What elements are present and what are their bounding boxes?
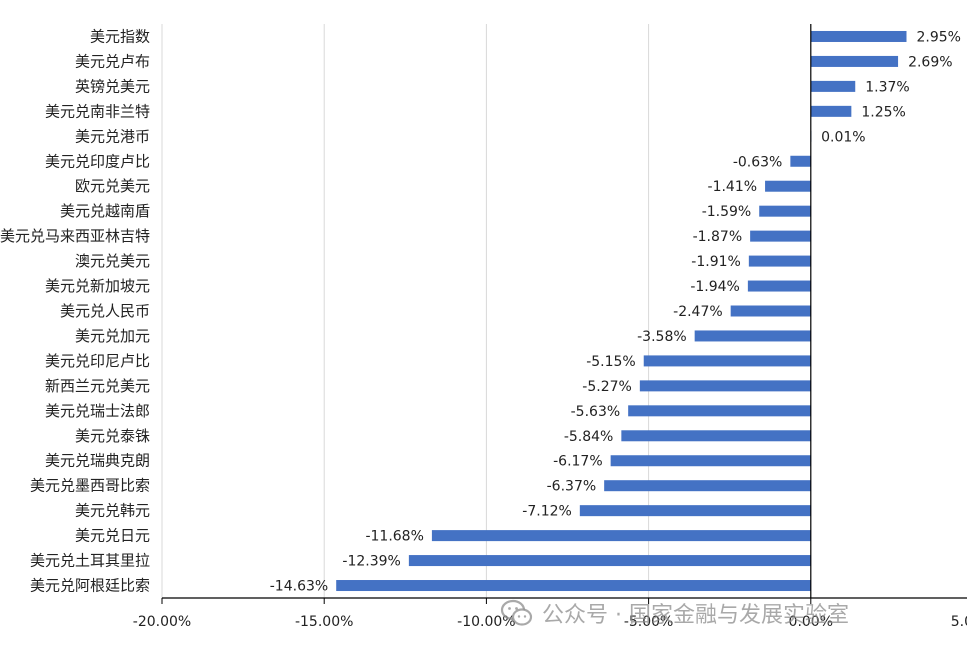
data-label: 2.95% — [916, 29, 960, 45]
category-label: 美元兑马来西亚林吉特 — [0, 227, 150, 245]
bar — [604, 480, 811, 492]
category-label: 美元兑港币 — [75, 127, 150, 145]
data-label: -1.87% — [693, 229, 743, 245]
category-label: 美元指数 — [90, 27, 150, 45]
data-label: -0.63% — [733, 154, 783, 170]
data-label: -6.37% — [547, 479, 597, 495]
data-label: -11.68% — [365, 529, 423, 545]
category-label: 美元兑瑞士法郎 — [45, 402, 150, 420]
category-label: 美元兑越南盾 — [60, 202, 150, 220]
x-axis: -20.00% -15.00% -10.00% -5.00% 0.00% 5.00% — [133, 24, 967, 630]
data-label: -1.59% — [702, 204, 752, 220]
bar — [748, 255, 811, 267]
wechat-icon — [500, 599, 533, 626]
bar — [579, 505, 811, 517]
data-label: -5.15% — [586, 354, 636, 370]
category-labels: 美元指数美元兑卢布英镑兑美元美元兑南非兰特美元兑港币美元兑印度卢比欧元兑美元美元… — [0, 27, 150, 594]
value-labels: 2.95% 2.69% 1.37% 1.25% 0.01% -0.63% -1.41% -1.… — [270, 29, 961, 594]
bar — [610, 455, 811, 467]
bar — [747, 280, 811, 292]
data-label: -5.27% — [582, 379, 632, 395]
data-label: -7.12% — [522, 504, 572, 520]
data-label: -14.63% — [270, 579, 328, 595]
data-label: 2.69% — [908, 54, 952, 70]
category-label: 美元兑印度卢比 — [45, 152, 150, 170]
watermark: 公众号 · 国家金融与发展实验室 — [500, 596, 967, 630]
category-label: 美元兑印尼卢比 — [45, 352, 150, 370]
category-label: 美元兑加元 — [75, 327, 150, 345]
bar — [810, 80, 856, 92]
bars — [336, 30, 907, 592]
bar — [639, 380, 811, 392]
x-tick-label: -10.00% — [457, 614, 515, 630]
bar — [810, 30, 907, 42]
data-label: 1.25% — [861, 104, 905, 120]
data-label: -1.91% — [691, 254, 741, 270]
category-label: 美元兑日元 — [75, 527, 150, 545]
data-label: -5.63% — [571, 404, 621, 420]
bar — [810, 55, 899, 67]
category-label: 英镑兑美元 — [75, 77, 150, 95]
data-label: 0.01% — [821, 129, 865, 145]
data-label: -1.94% — [690, 279, 740, 295]
data-label: -1.41% — [708, 179, 758, 195]
bar — [431, 530, 811, 542]
data-label: -6.17% — [553, 454, 603, 470]
x-tick-label: 0.00% — [789, 614, 833, 630]
category-label: 美元兑瑞典克朗 — [45, 452, 150, 470]
category-label: 澳元兑美元 — [75, 252, 150, 270]
bar — [408, 555, 811, 567]
bar — [694, 330, 811, 342]
x-tick-label: 5.00% — [951, 614, 967, 630]
data-label: -3.58% — [637, 329, 687, 345]
category-label: 新西兰元兑美元 — [45, 377, 150, 395]
bar — [643, 355, 811, 367]
watermark-text: 公众号 · 国家金融与发展实验室 — [542, 603, 849, 628]
category-label: 美元兑泰铢 — [75, 427, 150, 445]
bar — [759, 205, 811, 217]
category-label: 美元兑新加坡元 — [45, 277, 150, 295]
x-tick-label: -5.00% — [624, 614, 674, 630]
category-label: 欧元兑美元 — [75, 177, 150, 195]
data-label: -2.47% — [673, 304, 723, 320]
x-tick-label: -15.00% — [295, 614, 353, 630]
category-label: 美元兑韩元 — [75, 502, 150, 520]
bar — [765, 180, 811, 192]
bar — [730, 305, 811, 317]
data-label: -12.39% — [342, 554, 400, 570]
category-label: 美元兑南非兰特 — [45, 102, 150, 120]
gridlines — [161, 24, 650, 598]
bar — [621, 430, 811, 442]
bar — [790, 155, 811, 167]
category-label: 美元兑土耳其里拉 — [30, 552, 150, 570]
data-label: -5.84% — [564, 429, 614, 445]
category-label: 美元兑卢布 — [75, 52, 150, 70]
data-label: 1.37% — [865, 79, 909, 95]
category-label: 美元兑墨西哥比索 — [30, 477, 150, 495]
category-label: 美元兑阿根廷比索 — [30, 577, 150, 595]
category-label: 美元兑人民币 — [60, 302, 150, 320]
bar — [810, 105, 852, 117]
bar — [336, 580, 811, 592]
bar — [628, 405, 811, 417]
bar — [750, 230, 811, 242]
x-tick-label: -20.00% — [133, 614, 191, 630]
